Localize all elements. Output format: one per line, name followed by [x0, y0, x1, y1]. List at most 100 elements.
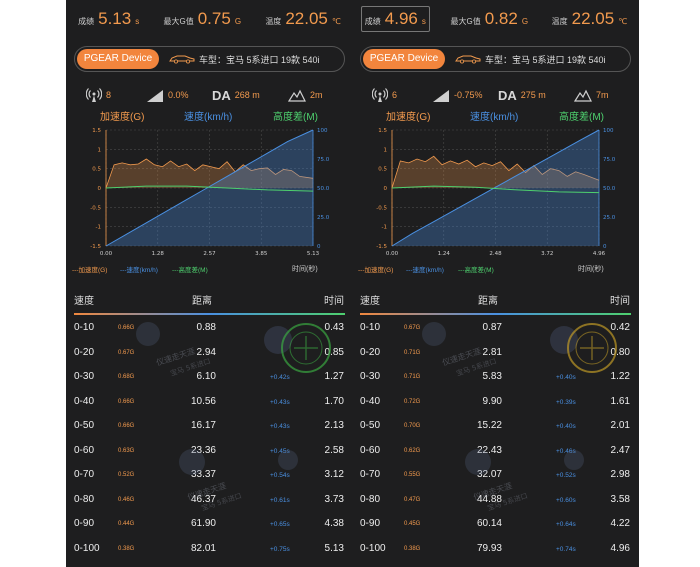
accel-tick-label: -0.5	[90, 205, 101, 211]
g-value: 0.62G	[404, 447, 421, 454]
speed-tick-label: 75.0	[317, 157, 330, 163]
temperature-stat: 温度 22.05 ℃	[262, 7, 344, 31]
time-delta: +0.43s	[270, 398, 290, 406]
distance-value: 23.36	[190, 444, 216, 456]
g-value: 0.68G	[118, 374, 135, 380]
g-value: 0.66G	[118, 398, 135, 405]
time-value: 2.58	[324, 444, 344, 456]
slope-metric: 0.0%	[146, 84, 189, 106]
accel-tick-label: -1	[382, 225, 387, 231]
satellite-count: 6	[392, 90, 398, 100]
table-row: 0-40 0.72G 9.90 +0.39s 1.61	[352, 390, 639, 414]
time-value: 4.96	[610, 542, 630, 554]
device-bar: PGEAR Device 车型：宝马 5系进口 19款 540i	[74, 46, 345, 72]
speed-range: 0-40	[74, 395, 95, 407]
time-value: 1.22	[610, 371, 630, 382]
speed-range: 0-30	[360, 371, 381, 382]
time-value: 2.01	[610, 420, 630, 431]
distance-value: 6.10	[196, 371, 216, 382]
table-row: 0-50 0.66G 16.17 +0.43s 2.13	[66, 414, 353, 438]
speed-area	[106, 130, 313, 246]
speed-range: 0-10	[360, 322, 381, 333]
g-value: 0.66G	[118, 423, 135, 429]
legend-accel: ---加速度(G)	[358, 267, 394, 274]
g-value: 0.44G	[118, 521, 135, 527]
pgear-device-button[interactable]: PGEAR Device	[363, 49, 445, 69]
speed-range: 0-50	[360, 420, 381, 431]
speed-series-line	[105, 129, 314, 247]
g-value: 0.67G	[404, 325, 421, 331]
satellite-metric: 8	[86, 84, 111, 106]
time-delta: +0.64s	[556, 521, 576, 528]
height-series-line	[105, 185, 314, 192]
g-value: 0.63G	[118, 447, 135, 454]
distance-value: 61.90	[190, 518, 216, 529]
time-value: 3.12	[324, 469, 344, 480]
time-delta: +0.65s	[270, 521, 290, 528]
time-delta: +0.40s	[556, 374, 576, 381]
time-value: 3.73	[324, 493, 344, 505]
time-value: 2.47	[610, 444, 630, 456]
da-value: 275 m	[520, 90, 546, 100]
speed-range: 0-90	[360, 518, 381, 529]
time-value: 0.80	[610, 346, 630, 358]
accel-tick-label: 0.5	[92, 167, 101, 173]
time-value: 1.70	[324, 395, 344, 407]
header-gradient-divider	[360, 313, 631, 315]
score-stat: 成绩 4.96 s	[360, 6, 430, 32]
table-row: 0-100 0.38G 82.01 +0.75s 5.13	[66, 537, 353, 561]
split-table-header: 速度 距离 时间	[352, 290, 639, 314]
split-table-header: 速度 距离 时间	[66, 290, 353, 314]
height-metric: 7m	[574, 84, 609, 106]
slope-icon	[433, 90, 449, 102]
speed-range: 0-100	[360, 542, 386, 554]
accel-axis-title: 加速度(G)	[386, 112, 431, 123]
table-row: 0-60 0.62G 22.43 +0.46s 2.47	[352, 439, 639, 463]
max-g-unit: G	[234, 17, 242, 26]
table-row: 0-60 0.63G 23.36 +0.45s 2.58	[66, 439, 353, 463]
header-speed: 速度	[74, 296, 94, 307]
distance-value: 5.83	[482, 371, 502, 382]
pgear-device-button[interactable]: PGEAR Device	[77, 49, 159, 69]
height-axis-title: 高度差(M)	[273, 112, 318, 123]
time-value: 1.27	[324, 371, 344, 382]
time-value: 0.42	[610, 322, 630, 333]
satellite-metric: 6	[372, 84, 397, 106]
accel-tick-label: -1.5	[90, 244, 101, 250]
x-tick-label: 2.57	[203, 251, 216, 257]
x-tick-label: 4.96	[593, 251, 606, 257]
speed-tick-label: 50.0	[603, 186, 616, 192]
satellite-icon	[86, 88, 102, 102]
result-stats-bar: 成绩 4.96 s 最大G值 0.82 G 温度 22.05 ℃	[352, 0, 639, 38]
speed-range: 0-80	[74, 493, 95, 505]
accel-tick-label: 0	[98, 186, 102, 192]
time-delta: +0.40s	[556, 423, 576, 430]
table-row: 0-10 0.66G 0.88 0.43	[66, 316, 353, 340]
legend-speed: ---速度(km/h)	[406, 267, 444, 274]
satellite-icon	[372, 88, 388, 102]
distance-value: 33.37	[190, 469, 216, 480]
speed-range: 0-20	[360, 346, 381, 358]
legend-height: ---高度差(M)	[458, 267, 494, 274]
speed-range: 0-70	[360, 469, 381, 480]
table-row: 0-50 0.70G 15.22 +0.40s 2.01	[352, 414, 639, 438]
time-delta: +0.45s	[270, 447, 290, 455]
distance-value: 15.22	[476, 420, 502, 431]
temperature-unit: ℃	[618, 17, 628, 26]
score-value: 5.13	[98, 9, 132, 28]
x-tick-label: 5.13	[307, 251, 320, 257]
table-row: 0-40 0.66G 10.56 +0.43s 1.70	[66, 390, 353, 414]
speed-range: 0-60	[74, 444, 95, 456]
header-speed: 速度	[360, 296, 380, 307]
car-model-text: 车型：宝马 5系进口 19款 540i	[199, 55, 320, 65]
time-delta: +0.61s	[270, 496, 290, 504]
table-row: 0-30 0.68G 6.10 +0.42s 1.27	[66, 365, 353, 389]
da-label: DA	[212, 87, 231, 103]
speed-range: 0-100	[74, 542, 100, 554]
mountain-icon	[288, 89, 306, 102]
slope-metric: -0.75%	[432, 84, 483, 106]
height-series-line	[391, 185, 600, 194]
table-row: 0-10 0.67G 0.87 0.42	[352, 316, 639, 340]
time-value: 0.85	[324, 346, 344, 358]
time-delta: +0.52s	[556, 472, 576, 479]
